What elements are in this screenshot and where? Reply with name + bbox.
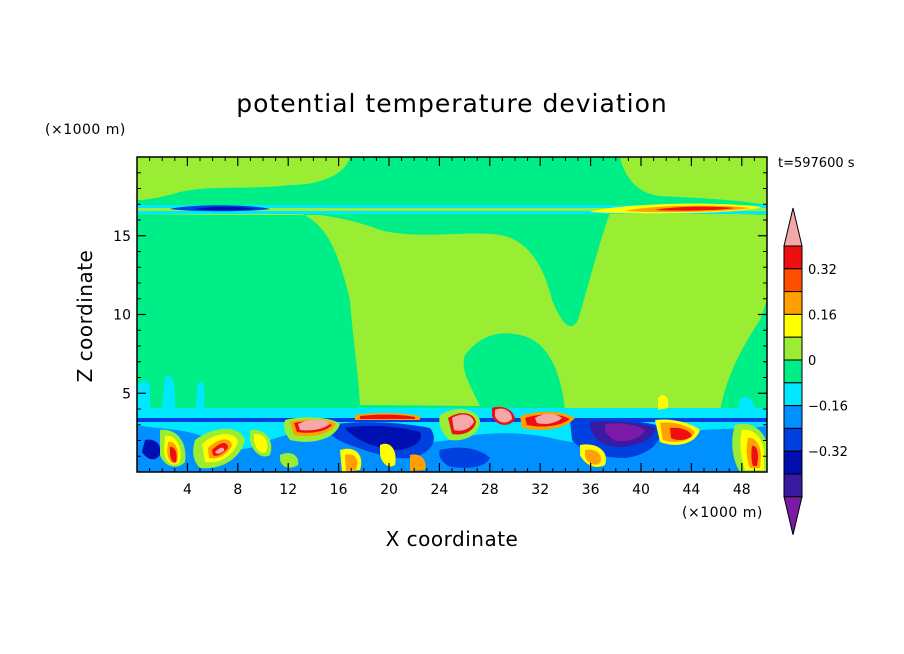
- colorbar-swatch: [783, 473, 803, 498]
- colorbar-label: −0.32: [808, 445, 848, 460]
- colorbar-extend-min: [783, 496, 803, 535]
- colorbar-extend-max: [783, 207, 803, 247]
- colorbar-swatch: [783, 359, 803, 384]
- x-axis-ticks: 4 8 12 16 20 24 28 32 36 40 44 48: [183, 157, 751, 498]
- colorbar-label: 0.32: [808, 263, 837, 278]
- x-tick-label: 32: [531, 482, 549, 498]
- minor-ticks: [137, 157, 767, 472]
- colorbar-swatch: [783, 427, 803, 452]
- colorbar-swatch: [783, 245, 803, 270]
- colorbar-swatch: [783, 268, 803, 293]
- contour-region-positive-upper: [137, 213, 767, 412]
- x-tick-label: 48: [733, 482, 751, 498]
- x-tick-label: 20: [380, 482, 398, 498]
- tropopause-cold-core-left-inner: [195, 206, 255, 211]
- colorbar-label: 0.16: [808, 308, 837, 323]
- y-axis-ticks: 5 10 15: [113, 229, 767, 402]
- x-tick-label: 12: [279, 482, 297, 498]
- y-tick-label: 10: [113, 308, 131, 324]
- time-label: t=597600 s: [778, 156, 855, 171]
- y-tick-label: 15: [113, 229, 131, 245]
- colorbar-swatch: [783, 291, 803, 315]
- contour-field: [137, 157, 767, 472]
- low-level-cyan-layer: [137, 375, 767, 420]
- contour-region-positive-top: [137, 157, 350, 200]
- tropopause-band-light: [137, 208, 767, 211]
- colorbar: 0.32 0.16 0 −0.16 −0.32: [783, 207, 848, 535]
- chart-title: potential temperature deviation: [236, 89, 667, 118]
- colorbar-swatch: [783, 382, 803, 407]
- x-axis-label: X coordinate: [386, 527, 519, 551]
- x-tick-label: 44: [682, 482, 700, 498]
- colorbar-swatch: [783, 450, 803, 475]
- x-tick-label: 28: [481, 482, 499, 498]
- colorbar-label: −0.16: [808, 400, 848, 415]
- colorbar-swatch: [783, 405, 803, 429]
- y-tick-label: 5: [122, 386, 131, 402]
- x-tick-label: 8: [233, 482, 242, 498]
- x-tick-label: 40: [632, 482, 650, 498]
- colorbar-swatch: [783, 313, 803, 338]
- y-axis-label: Z coordinate: [73, 250, 97, 383]
- x-tick-label: 24: [430, 482, 448, 498]
- x-axis-unit: (×1000 m): [682, 505, 763, 521]
- boundary-layer-positive-cells: [160, 395, 767, 472]
- colorbar-label: 0: [808, 354, 816, 369]
- colorbar-swatch: [783, 336, 803, 361]
- y-axis-unit: (×1000 m): [45, 122, 126, 138]
- contour-region-positive-topright: [620, 157, 767, 205]
- x-tick-label: 36: [582, 482, 600, 498]
- x-tick-label: 4: [183, 482, 192, 498]
- x-tick-label: 16: [330, 482, 348, 498]
- tropopause-warm-core-right-red: [655, 206, 735, 211]
